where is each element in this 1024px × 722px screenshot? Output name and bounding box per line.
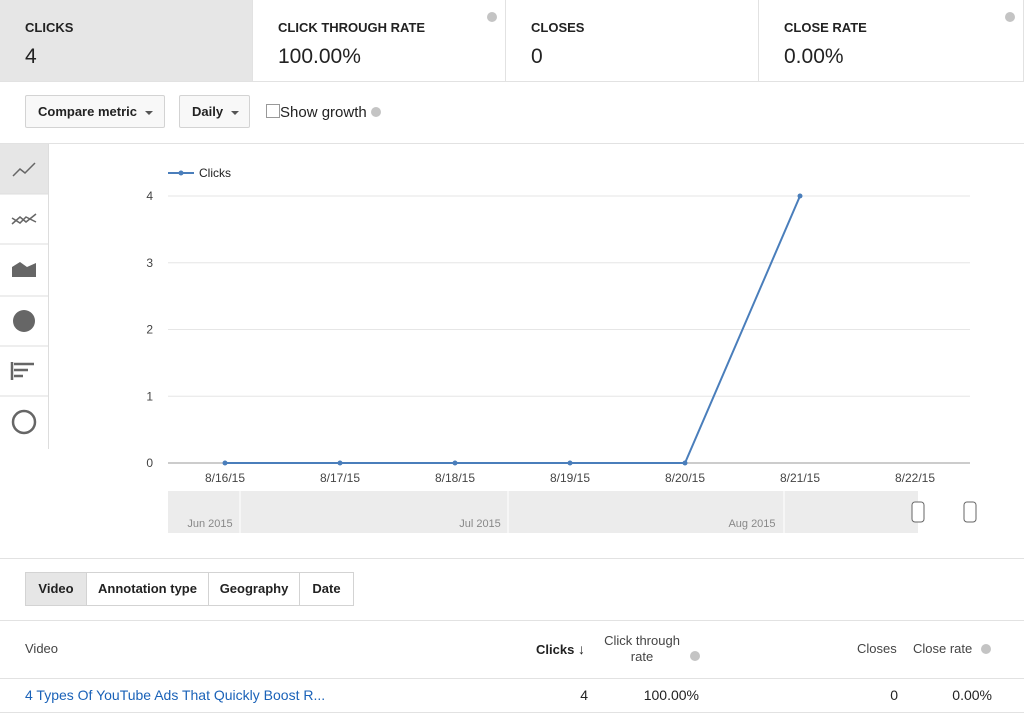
chart: Jun 2015 Jul 2015 Aug 2015 0 1 2 3 4 8/16/15 8… xyxy=(146,166,977,533)
range-handle[interactable] xyxy=(911,501,925,523)
divider xyxy=(0,620,1024,621)
metric-label: CLICKS xyxy=(25,20,74,35)
map-icon[interactable] xyxy=(11,409,37,435)
x-tick-label: 8/22/15 xyxy=(895,471,935,485)
column-header: Video xyxy=(25,641,59,656)
help-icon[interactable] xyxy=(690,651,700,661)
cell: 0 xyxy=(890,687,898,703)
x-tick-label: 8/17/15 xyxy=(320,471,360,485)
divider xyxy=(0,558,1024,559)
y-tick-label: 1 xyxy=(146,389,153,403)
metric-value: 0 xyxy=(531,45,543,68)
compare-dropdown[interactable]: Compare metric xyxy=(25,95,165,128)
period-dropdown[interactable]: Daily xyxy=(179,95,250,128)
video-link[interactable]: 4 Types Of YouTube Ads That Quickly Boos… xyxy=(25,687,326,703)
chart-type-sidebar xyxy=(0,144,49,449)
timeline-label: Aug 2015 xyxy=(728,518,775,530)
line-icon[interactable] xyxy=(12,162,36,177)
metric-tile[interactable]: CLICK THROUGH RATE 100.00% xyxy=(253,0,506,82)
y-tick-label: 3 xyxy=(146,256,153,270)
help-icon[interactable] xyxy=(487,12,497,22)
timeline-window[interactable] xyxy=(918,491,970,533)
column-header[interactable]: Clicks ↓ xyxy=(536,641,585,657)
x-tick-label: 8/20/15 xyxy=(665,471,705,485)
checkbox[interactable] xyxy=(266,104,280,118)
bar-icon[interactable] xyxy=(10,362,34,380)
metric-label: CLOSES xyxy=(531,20,585,35)
timeline-label: Jun 2015 xyxy=(187,518,232,530)
legend-label: Clicks xyxy=(199,166,231,180)
divider xyxy=(0,712,1024,713)
timeline-navigator[interactable] xyxy=(168,491,970,533)
column-header: Closes xyxy=(857,641,897,656)
cell: 100.00% xyxy=(643,687,699,703)
metric-label: CLICK THROUGH RATE xyxy=(278,20,426,35)
data-point xyxy=(222,460,228,466)
x-tick-label: 8/21/15 xyxy=(780,471,820,485)
x-tick-label: 8/18/15 xyxy=(435,471,475,485)
checkbox-label: Show growth xyxy=(280,104,367,121)
range-handle[interactable] xyxy=(963,501,977,523)
sort-arrow: ↓ xyxy=(577,641,585,657)
cell: 0.00% xyxy=(952,687,992,703)
series-line xyxy=(225,195,801,464)
pie-icon[interactable] xyxy=(13,310,35,332)
caret xyxy=(231,110,240,115)
help-icon[interactable] xyxy=(981,644,991,654)
caret xyxy=(144,110,153,115)
help-icon[interactable] xyxy=(1005,12,1015,22)
tab[interactable]: Date xyxy=(299,572,354,606)
metric-value: 0.00% xyxy=(784,45,844,68)
divider xyxy=(0,143,1024,144)
tab[interactable]: Video xyxy=(25,572,87,606)
metric-value: 100.00% xyxy=(278,45,361,68)
x-tick-label: 8/16/15 xyxy=(205,471,245,485)
area-icon[interactable] xyxy=(12,262,36,277)
data-point xyxy=(452,460,458,466)
y-tick-label: 0 xyxy=(146,456,153,470)
divider xyxy=(0,678,1024,679)
tab[interactable]: Annotation type xyxy=(86,572,209,606)
help-icon[interactable] xyxy=(370,107,381,117)
dropdown-label: Compare metric xyxy=(38,104,137,119)
header-text: Clicks xyxy=(536,642,575,657)
y-tick-label: 4 xyxy=(146,189,153,203)
chart-type-icons xyxy=(0,144,48,435)
cell: 4 xyxy=(580,687,588,703)
tab[interactable]: Geography xyxy=(208,572,300,606)
column-header: Click through rate xyxy=(604,633,680,664)
dropdown-label: Daily xyxy=(192,104,224,119)
y-tick-label: 2 xyxy=(146,323,153,337)
selected-icon-bg xyxy=(0,144,48,194)
data-point xyxy=(337,460,343,466)
timeline-label: Jul 2015 xyxy=(459,518,501,530)
metric-label: CLOSE RATE xyxy=(784,20,867,35)
data-point xyxy=(567,460,573,466)
metric-value: 4 xyxy=(25,45,37,68)
metric-tile[interactable]: CLOSE RATE 0.00% xyxy=(759,0,1024,82)
x-tick-label: 8/19/15 xyxy=(550,471,590,485)
data-point xyxy=(682,460,688,466)
metric-tile[interactable]: CLOSES 0 xyxy=(506,0,759,82)
growth-toggle[interactable]: Show growth xyxy=(266,104,381,121)
multiline-icon-2 xyxy=(11,216,37,224)
metric-tile[interactable]: CLICKS 4 xyxy=(0,0,253,82)
legend-dot xyxy=(178,170,184,176)
data-point xyxy=(797,193,803,199)
column-header: Close rate xyxy=(913,641,973,656)
